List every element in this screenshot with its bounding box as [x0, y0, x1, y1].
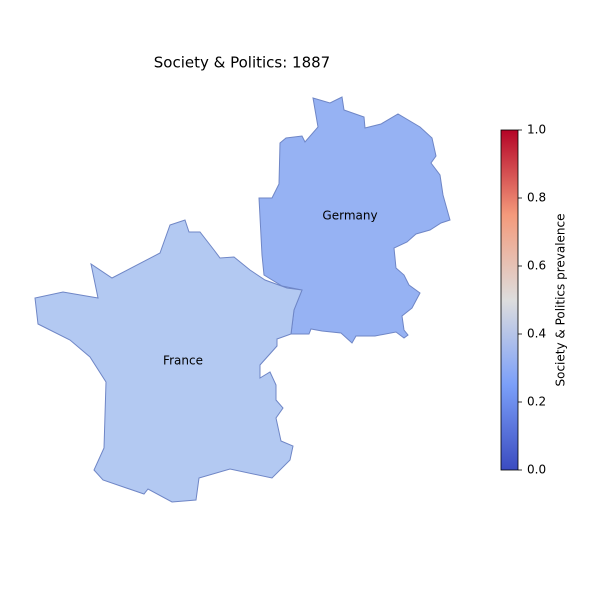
- colorbar-label: Society & Politics prevalence: [554, 213, 568, 386]
- region: [258, 96, 451, 344]
- colorbar-tick-label: 0.0: [527, 463, 546, 477]
- colorbar-tick-label: 0.6: [527, 259, 546, 273]
- map-title: Society & Politics: 1887: [154, 54, 330, 72]
- colorbar-tick-label: 1.0: [527, 123, 546, 137]
- region-label: Germany: [322, 209, 377, 223]
- region-label: France: [163, 354, 203, 368]
- colorbar-tick-label: 0.8: [527, 191, 546, 205]
- region: [34, 219, 303, 503]
- colorbar-tick-label: 0.2: [527, 395, 546, 409]
- colorbar-tick-label: 0.4: [527, 327, 546, 341]
- colorbar: [500, 129, 519, 471]
